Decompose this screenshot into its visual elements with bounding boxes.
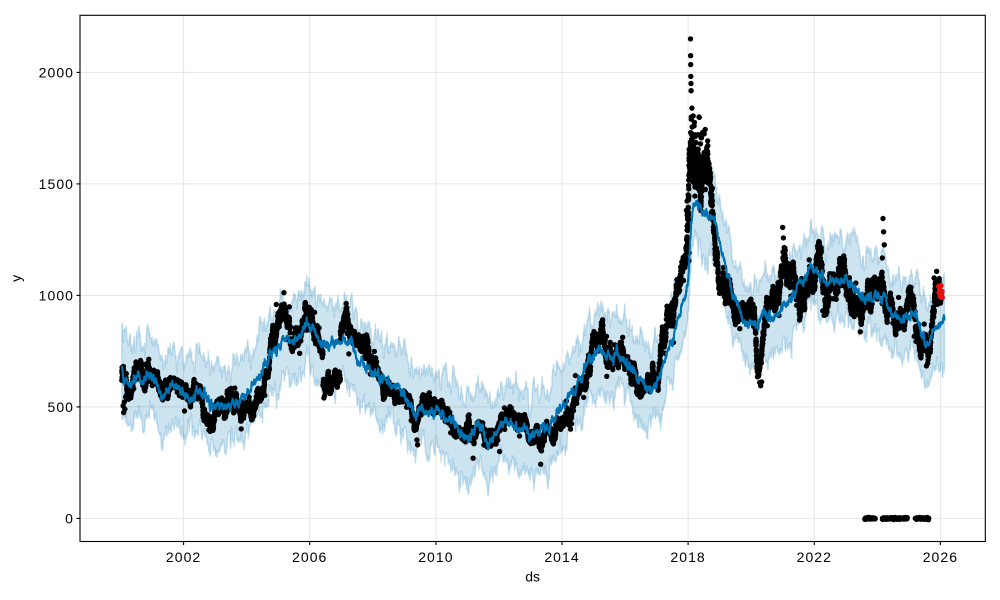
svg-text:1500: 1500 [39,176,74,192]
svg-text:2002: 2002 [166,549,201,565]
svg-text:2026: 2026 [923,549,958,565]
svg-text:500: 500 [47,399,74,415]
svg-text:y: y [8,275,24,282]
svg-text:1000: 1000 [39,287,74,303]
svg-text:ds: ds [525,568,540,584]
svg-text:2014: 2014 [544,549,579,565]
svg-text:2010: 2010 [418,549,453,565]
svg-text:2022: 2022 [797,549,832,565]
svg-text:0: 0 [65,510,74,526]
svg-text:2000: 2000 [39,64,74,80]
svg-text:2006: 2006 [292,549,327,565]
svg-text:2018: 2018 [670,549,705,565]
